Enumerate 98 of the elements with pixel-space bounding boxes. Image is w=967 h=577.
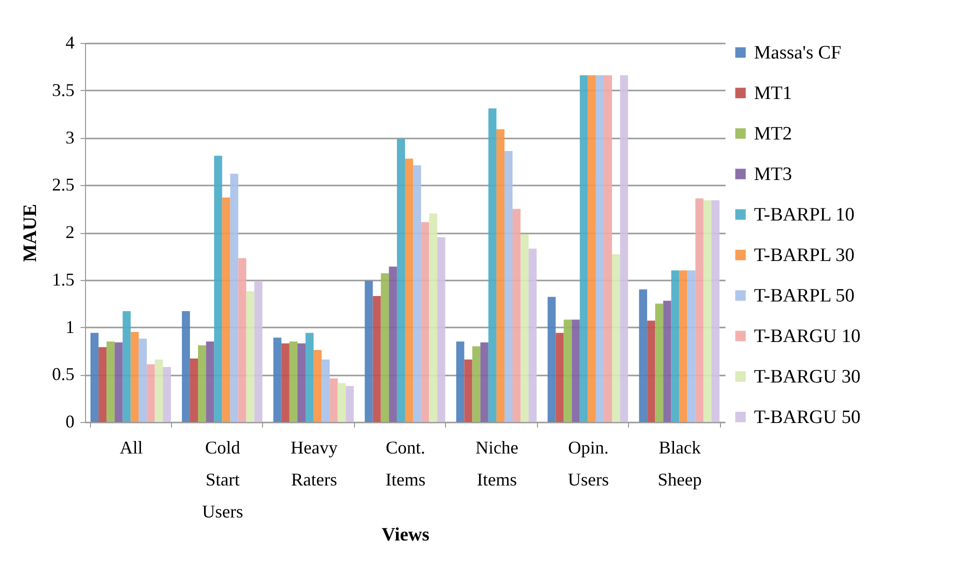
- bar: [588, 75, 596, 422]
- bar: [254, 280, 262, 422]
- bar: [364, 280, 373, 422]
- legend-label: Massa's CF: [754, 42, 842, 64]
- bar: [572, 320, 580, 422]
- bar: [647, 320, 656, 422]
- x-tick-label: Heavy Raters: [290, 438, 338, 490]
- bar: [146, 364, 155, 422]
- x-tick-label: Niche Items: [475, 438, 518, 490]
- bar: [90, 332, 99, 422]
- bar: [604, 75, 612, 422]
- bar: [564, 320, 572, 422]
- y-tick-label: 1.5: [52, 269, 74, 290]
- bar: [297, 343, 306, 422]
- bar: [338, 383, 346, 422]
- bar: [612, 254, 620, 422]
- bar: [512, 208, 521, 422]
- legend-label: T-BARPL 30: [754, 245, 854, 266]
- bar: [246, 291, 254, 422]
- bar: [496, 129, 504, 422]
- bar: [154, 359, 163, 422]
- bar: [639, 289, 648, 422]
- legend-label: MT1: [754, 83, 792, 104]
- bar: [655, 304, 664, 422]
- legend-label: T-BARGU 10: [754, 326, 860, 347]
- bar: [238, 258, 246, 422]
- bar: [456, 341, 464, 422]
- bar: [528, 248, 537, 422]
- y-tick-label: 4: [66, 32, 74, 52]
- bar: [671, 270, 680, 422]
- bar: [322, 359, 330, 422]
- bar: [314, 350, 322, 422]
- bar: [114, 342, 123, 422]
- bar: [182, 311, 190, 422]
- bar: [504, 151, 513, 422]
- y-tick-label: 3.5: [52, 80, 74, 100]
- bar: [214, 156, 222, 422]
- bar: [190, 358, 198, 422]
- legend-label: T-BARGU 50: [754, 407, 860, 428]
- y-tick-label: 0.5: [52, 364, 74, 384]
- bar: [663, 300, 672, 422]
- bar: [413, 165, 422, 422]
- bar: [198, 345, 206, 422]
- legend-label: MT3: [754, 164, 792, 185]
- bar: [687, 270, 696, 422]
- bar: [330, 378, 338, 422]
- bar: [421, 222, 430, 422]
- bar: [703, 200, 712, 422]
- bar: [206, 341, 214, 422]
- y-tick-label: 2.5: [52, 174, 74, 195]
- bar: [388, 266, 397, 422]
- bar: [273, 338, 282, 422]
- bar: [695, 198, 704, 422]
- bar: [106, 341, 115, 422]
- x-tick-label: Cont. Items: [386, 438, 426, 490]
- x-axis-title: Views: [382, 524, 430, 546]
- bar: [472, 346, 480, 422]
- bar: [580, 75, 588, 422]
- bar: [480, 342, 488, 422]
- bar: [429, 214, 438, 422]
- x-tick-label: All: [120, 438, 143, 458]
- bar: [372, 296, 381, 422]
- bar: [380, 273, 389, 422]
- legend-label: MT2: [754, 124, 792, 144]
- bar: [596, 75, 604, 422]
- x-tick-label: Opin. Users: [568, 438, 609, 490]
- y-tick-label: 0: [66, 412, 74, 432]
- bar: [281, 343, 290, 422]
- bar: [437, 237, 446, 422]
- bar: [556, 332, 564, 422]
- bar: [346, 386, 354, 422]
- legend-label: T-BARPL 10: [754, 204, 854, 226]
- bar: [289, 341, 298, 422]
- bar: [222, 197, 230, 422]
- y-tick-label: 1: [66, 316, 74, 337]
- x-tick-label: Black Sheep: [658, 438, 702, 490]
- x-tick-label: Cold Start Users: [202, 438, 244, 522]
- bar: [230, 174, 238, 422]
- y-tick-label: 2: [66, 222, 74, 242]
- bar: [306, 332, 314, 422]
- y-axis-title: MAUE: [20, 204, 41, 262]
- bar: [162, 367, 171, 422]
- bar: [711, 200, 720, 422]
- bar: [488, 108, 496, 422]
- legend-label: T-BARPL 50: [754, 286, 854, 306]
- bar: [620, 75, 628, 422]
- bar: [464, 359, 472, 422]
- bar: [138, 338, 147, 422]
- bar: [520, 234, 529, 422]
- bar: [405, 158, 414, 422]
- bar: [98, 347, 107, 422]
- legend-label: T-BARGU 30: [754, 366, 860, 388]
- bar: [130, 332, 139, 422]
- bar: [122, 311, 131, 422]
- bar: [396, 138, 405, 422]
- bar: [548, 296, 556, 422]
- bar: [679, 270, 688, 422]
- y-tick-label: 3: [66, 127, 74, 148]
